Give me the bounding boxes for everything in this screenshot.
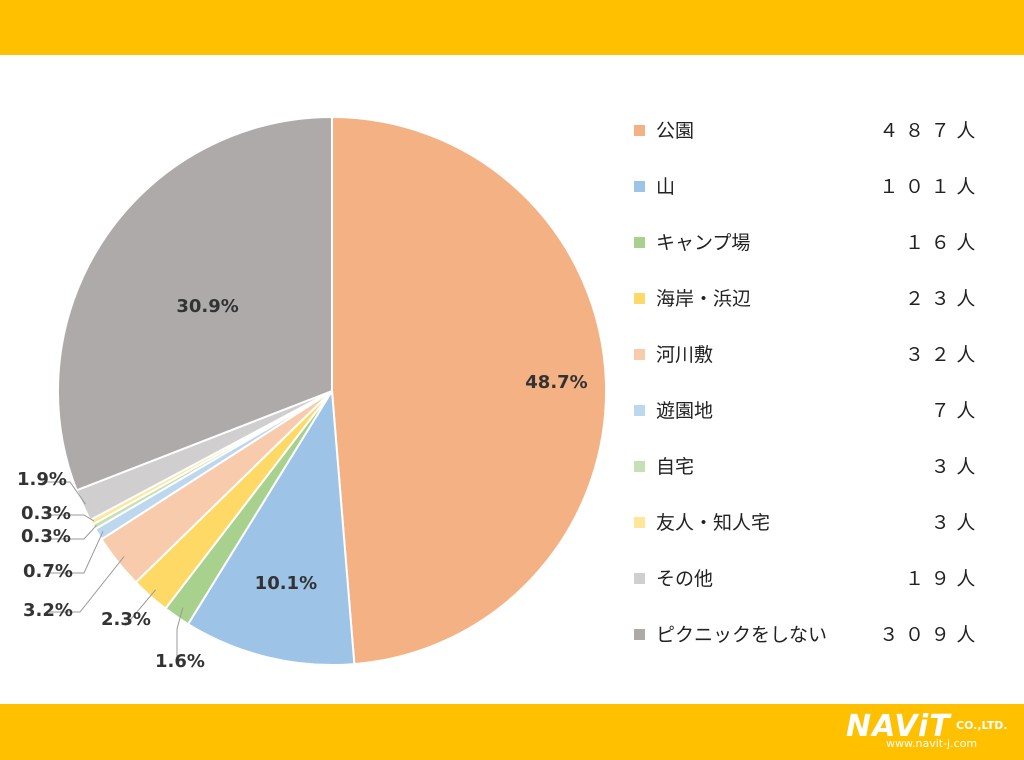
legend-swatch [634, 405, 645, 416]
legend-item: その他 １９人 [632, 560, 992, 616]
data-label: 0.3% [21, 526, 71, 547]
legend-count: ４８７人 [879, 120, 982, 142]
legend-label: 河川敷 [656, 344, 714, 366]
logo-url: www.navit-j.com [886, 737, 978, 750]
logo-suffix: CO.,LTD. [956, 719, 1008, 732]
legend-item: 遊園地 ７人 [632, 392, 992, 448]
company-logo: NAViT CO.,LTD. www.navit-j.com [846, 709, 1018, 755]
leader-line [46, 514, 95, 522]
leader-line [48, 556, 125, 613]
legend-label: 自宅 [656, 456, 695, 478]
legend-swatch [634, 181, 645, 192]
legend-swatch [634, 461, 645, 472]
legend-label: 海岸・浜辺 [656, 288, 752, 310]
legend-count: ３２人 [905, 344, 982, 366]
legend-count: １６人 [905, 232, 982, 254]
legend-label: その他 [656, 568, 714, 590]
data-label: 1.6% [155, 651, 205, 672]
legend-swatch [634, 125, 645, 136]
top-banner [0, 0, 1024, 55]
legend-item: 公園 ４８７人 [632, 112, 992, 168]
data-label: 0.3% [21, 503, 71, 524]
legend-label: 山 [656, 176, 676, 198]
data-label: 2.3% [101, 609, 151, 630]
legend-label: 友人・知人宅 [656, 512, 771, 534]
legend-item: キャンプ場 １６人 [632, 224, 992, 280]
legend-count: １０１人 [879, 176, 982, 198]
legend-swatch [634, 237, 645, 248]
pie-slice [186, 387, 356, 666]
legend-count: ３人 [930, 512, 982, 534]
leader-line [50, 531, 104, 574]
legend-count: ３人 [930, 456, 982, 478]
legend-swatch [634, 573, 645, 584]
legend-count: ２３人 [905, 288, 982, 310]
data-label: 3.2% [23, 600, 73, 621]
pie-slice [331, 115, 608, 666]
data-label: 48.7% [525, 372, 587, 393]
leader-line [46, 525, 97, 540]
legend-item: 自宅 ３人 [632, 448, 992, 504]
bottom-banner [0, 704, 1024, 760]
legend-label: 遊園地 [656, 400, 714, 422]
legend-item: 河川敷 ３２人 [632, 336, 992, 392]
legend-swatch [634, 293, 645, 304]
leader-line [125, 589, 156, 627]
data-label: 30.9% [176, 296, 238, 317]
legend-label: 公園 [656, 120, 695, 142]
legend-count: １９人 [905, 568, 982, 590]
legend-item: 友人・知人宅 ３人 [632, 504, 992, 560]
legend: 公園 ４８７人 山 １０１人 キャンプ場 １６人 海岸・浜辺 ２３人 河川敷 ３２人 遊園… [632, 112, 992, 672]
data-label: 10.1% [255, 573, 317, 594]
pie-slice [57, 115, 333, 492]
leader-line [42, 481, 86, 505]
data-label: 1.9% [17, 469, 67, 490]
legend-item: ピクニックをしない ３０９人 [632, 616, 992, 672]
legend-item: 山 １０１人 [632, 168, 992, 224]
data-label: 0.7% [23, 561, 73, 582]
legend-count: ３０９人 [879, 624, 982, 646]
legend-swatch [634, 629, 645, 640]
legend-swatch [634, 349, 645, 360]
logo-name: NAViT [846, 709, 951, 744]
legend-count: ７人 [930, 400, 982, 422]
leader-line [176, 607, 184, 663]
legend-label: ピクニックをしない [656, 624, 828, 646]
legend-label: キャンプ場 [656, 232, 751, 254]
legend-item: 海岸・浜辺 ２３人 [632, 280, 992, 336]
legend-swatch [634, 517, 645, 528]
